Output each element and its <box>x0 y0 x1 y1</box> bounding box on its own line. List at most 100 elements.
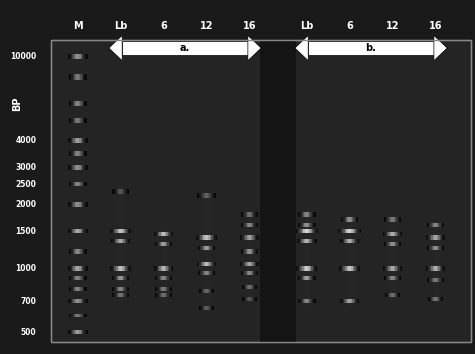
Bar <box>198 262 200 266</box>
Bar <box>111 229 113 233</box>
Bar <box>130 229 132 233</box>
Bar <box>69 118 70 123</box>
Bar <box>85 330 86 334</box>
Bar <box>70 118 71 123</box>
Bar <box>198 246 199 250</box>
Bar <box>432 223 433 227</box>
Bar <box>202 191 204 313</box>
Bar <box>128 266 130 270</box>
Bar <box>304 223 305 227</box>
Bar <box>75 330 76 334</box>
Bar <box>240 271 242 275</box>
Bar <box>392 276 394 280</box>
Bar <box>216 235 218 240</box>
Bar <box>426 266 427 270</box>
Bar <box>388 242 389 246</box>
Bar <box>242 223 243 227</box>
Bar <box>200 289 201 293</box>
Bar <box>69 250 70 254</box>
Bar <box>69 138 71 143</box>
Bar <box>169 266 171 270</box>
Bar <box>433 223 434 227</box>
Bar <box>300 299 302 303</box>
Bar <box>124 293 126 297</box>
Bar <box>69 330 71 334</box>
Bar <box>126 287 127 291</box>
Bar <box>248 262 249 266</box>
Bar <box>73 314 74 318</box>
Bar <box>71 299 72 303</box>
Bar <box>162 287 163 291</box>
Bar <box>124 187 125 300</box>
Bar <box>384 232 386 236</box>
Bar <box>385 217 386 222</box>
Bar <box>351 239 352 243</box>
Text: 2000: 2000 <box>15 200 36 209</box>
Bar <box>357 266 359 270</box>
Bar <box>391 232 392 236</box>
Text: Lb: Lb <box>114 21 127 31</box>
Bar <box>160 276 161 280</box>
Bar <box>83 53 85 59</box>
Bar <box>68 266 69 270</box>
Bar <box>427 278 428 282</box>
Bar <box>76 266 78 270</box>
Bar <box>386 217 388 222</box>
Bar <box>76 202 78 207</box>
Bar <box>390 217 391 222</box>
Bar <box>351 217 352 222</box>
Bar <box>253 223 255 227</box>
Bar <box>392 232 394 236</box>
Bar <box>166 230 168 300</box>
Bar <box>69 74 70 80</box>
Bar <box>198 194 200 198</box>
Bar <box>256 297 257 301</box>
Bar <box>249 235 251 240</box>
Bar <box>431 297 432 301</box>
Bar <box>308 239 310 243</box>
Bar <box>205 194 207 198</box>
Bar <box>84 250 85 254</box>
Bar <box>438 266 440 270</box>
Bar <box>350 239 351 243</box>
Bar <box>163 266 165 270</box>
Bar <box>162 276 163 280</box>
Bar <box>346 266 348 270</box>
Bar <box>71 314 73 318</box>
Bar <box>249 262 251 266</box>
Bar <box>394 242 395 246</box>
Bar <box>399 232 401 236</box>
Bar <box>201 262 202 266</box>
Bar <box>171 287 172 291</box>
Bar <box>309 299 311 303</box>
Bar <box>300 276 302 280</box>
Bar <box>314 239 315 243</box>
Bar <box>84 314 85 318</box>
Bar <box>117 229 119 233</box>
Bar <box>75 250 76 254</box>
Bar <box>115 276 117 280</box>
Bar <box>436 297 437 301</box>
Bar <box>115 287 117 291</box>
Bar <box>437 221 438 303</box>
Bar <box>210 246 211 250</box>
Bar <box>245 235 247 240</box>
Bar <box>244 285 245 289</box>
Bar <box>166 276 167 280</box>
Bar <box>256 271 257 275</box>
Bar <box>80 150 82 155</box>
Bar <box>313 223 314 227</box>
Bar <box>70 182 71 187</box>
Bar <box>390 276 391 280</box>
Bar <box>401 232 402 236</box>
Bar <box>159 293 160 297</box>
Bar <box>395 242 396 246</box>
Bar <box>438 223 439 227</box>
Bar <box>83 101 84 106</box>
Bar <box>399 217 400 222</box>
Bar <box>251 212 252 217</box>
Bar <box>169 242 170 246</box>
Bar <box>122 287 123 291</box>
Bar <box>436 246 437 250</box>
Bar <box>308 223 309 227</box>
